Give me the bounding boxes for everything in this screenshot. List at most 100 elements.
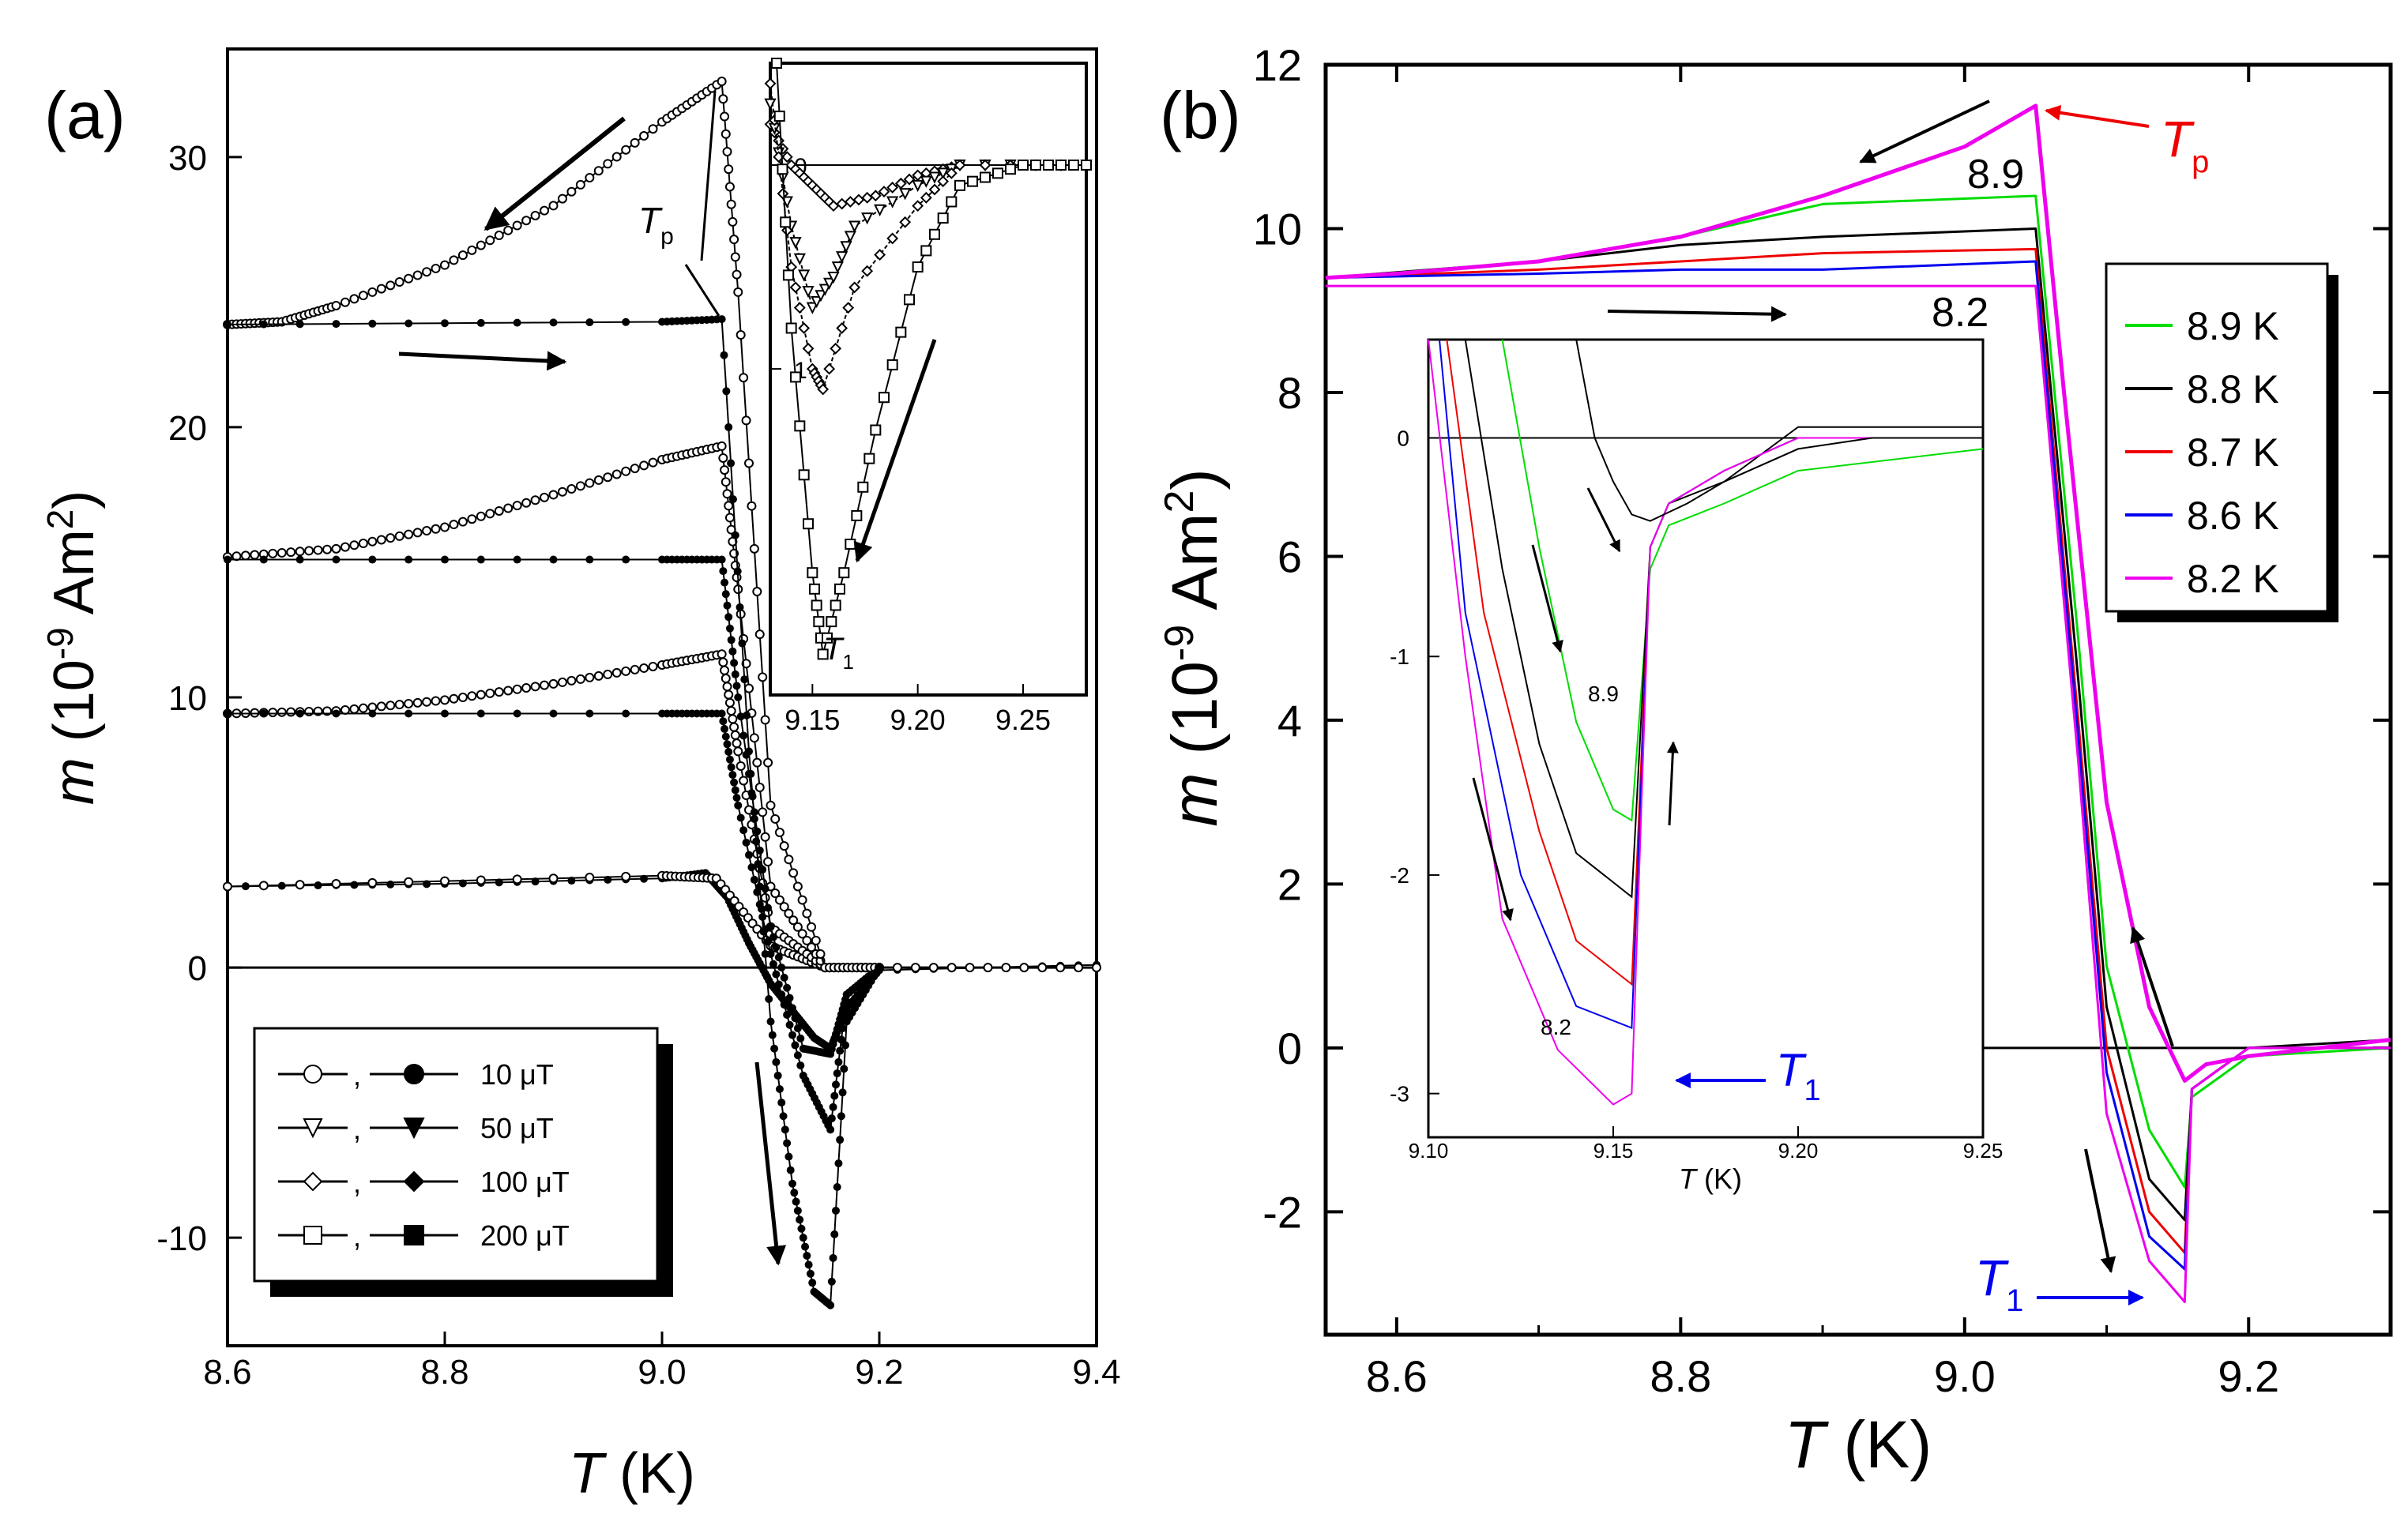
panel-a-series [223, 77, 1101, 1309]
panel-a-inset-data-point [827, 271, 840, 284]
panel-b-y-tick-label: 10 [1253, 204, 1302, 254]
panel-a-inset-x-tick-label: 9.15 [784, 704, 840, 736]
panel-b-series-line [1326, 284, 2391, 1303]
panel-b-tp-annotation: Tp [2161, 111, 2209, 179]
panel-b-y-tick-label: 6 [1277, 532, 1302, 581]
panel-a-data-point [724, 423, 733, 431]
panel-a-data-point [727, 459, 736, 468]
panel-a-data-point [404, 273, 414, 284]
panel-b-legend-entry: 8.9 K [2125, 304, 2279, 348]
panel-a-legend-separator: , [353, 1059, 361, 1091]
panel-b-warming-arrow [1607, 306, 1787, 322]
panel-a-data-point [630, 137, 640, 148]
panel-a-inset-data-point [817, 648, 829, 660]
panel-a-data-point [394, 700, 404, 710]
panel-b-inset-arrow-3 [1472, 777, 1514, 922]
panel-a-data-point [431, 696, 441, 706]
panel-a-data-point [603, 159, 613, 169]
panel-b-x-tick-label: 8.8 [1650, 1351, 1711, 1401]
panel-a-data-point [788, 915, 799, 926]
panel-b-legend-label: 8.8 K [2187, 367, 2279, 411]
panel-a-data-point [726, 706, 736, 716]
panel-a-inset-data-point [842, 302, 855, 314]
panel-b-inset-bottom-label: 8.2 [1541, 1015, 1571, 1039]
panel-a-data-point [734, 801, 743, 810]
panel-a-data-point [394, 531, 404, 541]
panel-a-data-point [548, 873, 559, 884]
panel-a-data-point [476, 555, 485, 564]
panel-a-data-point [775, 1085, 784, 1094]
panel-b-inset-y-tick-label: -3 [1390, 1082, 1409, 1106]
panel-a-inset-data-point [1018, 160, 1029, 171]
panel-a-data-point [512, 684, 522, 694]
panel-a-data-point [807, 942, 817, 952]
panel-a-data-point [759, 927, 768, 936]
panel-a-legend-entry: , 50 μT [278, 1112, 554, 1145]
panel-b-inset-series-line [1575, 339, 1983, 522]
panel-b-y-tick-label: 12 [1253, 40, 1302, 90]
panel-a-data-point [621, 871, 631, 881]
panel-b-rise-arrow [2130, 926, 2174, 1047]
panel-a-inset-data-point [863, 453, 875, 464]
panel-a-data-point [742, 838, 751, 847]
panel-a-data-point [513, 318, 521, 327]
panel-a-data-point [630, 464, 640, 474]
panel-a-data-point [732, 794, 741, 802]
panel-a-data-point [548, 678, 559, 689]
panel-a-data-point [314, 881, 322, 890]
panel-a-inset-data-point [798, 269, 811, 282]
panel-a-data-point [277, 547, 287, 558]
panel-a-data-point [494, 687, 504, 697]
panel-a-data-point [449, 693, 459, 704]
panel-a-data-point [295, 547, 305, 557]
panel-a-data-point [440, 695, 450, 705]
panel-a-data-point [724, 747, 733, 756]
panel-a-inset-data-point [899, 216, 912, 228]
panel-a-data-point [769, 933, 777, 941]
panel-a-data-point [724, 697, 735, 708]
panel-a-data-point [585, 318, 594, 327]
panel-a-data-point [745, 851, 753, 859]
panel-b-legend-label: 8.7 K [2187, 430, 2279, 475]
panel-a-tp-pointer-2 [684, 264, 721, 317]
panel-a-data-point [731, 531, 739, 539]
panel-a-data-point [743, 711, 751, 719]
panel-a-data-point [440, 522, 450, 532]
panel-a-data-point [530, 210, 540, 220]
panel-a-series-line [227, 653, 879, 969]
panel-b: (b) 8.6 8.8 9.0 9.2 -2 0 2 4 6 8 10 12 Tp T1 8.9 8.… [1157, 40, 2393, 1482]
panel-a-data-point [793, 1051, 802, 1060]
panel-a-data-point [755, 882, 764, 891]
panel-a-inset-data-point [857, 481, 869, 493]
panel-a-inset-data-point [912, 200, 924, 212]
panel-a-data-point [768, 1031, 777, 1039]
panel-a-inset-data-point [929, 228, 940, 240]
panel-a-y-tick-label: 20 [168, 409, 207, 448]
panel-a-data-point [748, 792, 757, 801]
panel-a-data-point [730, 778, 739, 787]
panel-a-legend-open-marker [303, 1118, 323, 1139]
panel-a-data-point [585, 173, 595, 183]
panel-a-inset-x-tick-label: 9.20 [890, 704, 946, 736]
panel-b-x-tick-label: 8.6 [1366, 1351, 1428, 1401]
panel-a-data-point [295, 320, 304, 329]
panel-a-data-point [760, 892, 770, 903]
panel-a-data-point [725, 755, 734, 764]
panel-b-y-tick-label: 8 [1277, 368, 1302, 418]
panel-a-x-tick-label: 8.8 [420, 1353, 468, 1392]
panel-a-data-point [766, 922, 775, 931]
panel-a-data-point [739, 731, 748, 740]
panel-a-inset-data-point [1081, 160, 1092, 171]
panel-a-data-point [540, 492, 550, 502]
panel-a-data-point [503, 503, 514, 513]
panel-a-data-point [761, 949, 769, 958]
panel-a-data-point [773, 1071, 782, 1080]
panel-a-inset-data-point [823, 363, 836, 375]
panel-b-inset-x-tick-label: 9.20 [1778, 1139, 1819, 1163]
panel-a-data-point [750, 875, 758, 884]
panel-a-data-point [777, 990, 786, 999]
panel-a: (a) 8.6 8.8 9.0 9.2 9.4 -10 0 10 20 30 Tp T (K) m… [40, 47, 1121, 1505]
panel-a-data-point [783, 983, 792, 992]
panel-a-data-point [331, 543, 341, 554]
